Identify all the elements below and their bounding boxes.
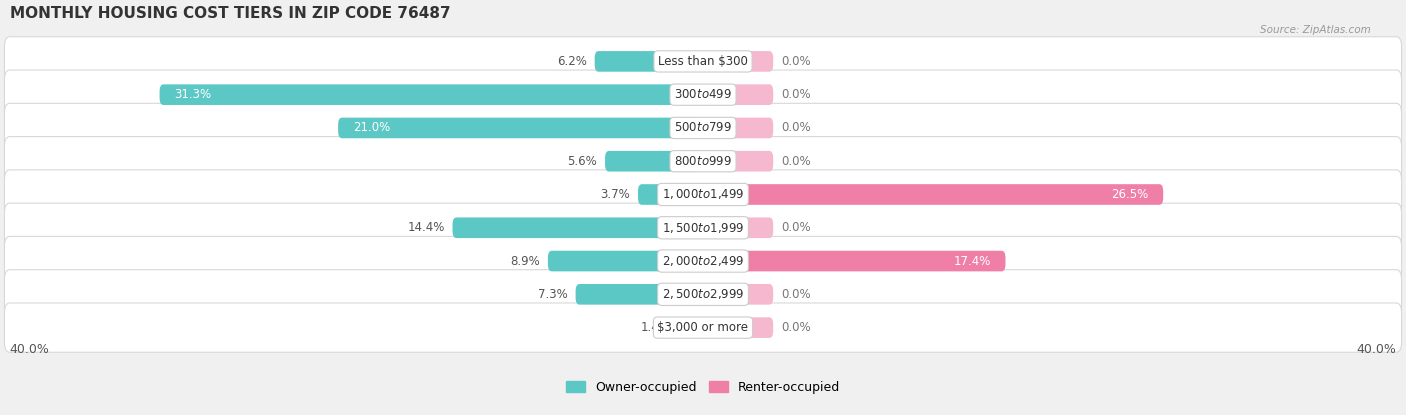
Text: $1,000 to $1,499: $1,000 to $1,499	[662, 188, 744, 202]
FancyBboxPatch shape	[4, 37, 1402, 86]
Text: 0.0%: 0.0%	[780, 321, 811, 334]
FancyBboxPatch shape	[337, 117, 704, 138]
Text: 31.3%: 31.3%	[174, 88, 211, 101]
FancyBboxPatch shape	[702, 184, 1163, 205]
FancyBboxPatch shape	[4, 270, 1402, 319]
FancyBboxPatch shape	[4, 303, 1402, 352]
Text: 14.4%: 14.4%	[408, 221, 444, 234]
FancyBboxPatch shape	[702, 317, 773, 338]
Text: 3.7%: 3.7%	[600, 188, 630, 201]
FancyBboxPatch shape	[702, 217, 773, 238]
Text: 0.0%: 0.0%	[780, 155, 811, 168]
Legend: Owner-occupied, Renter-occupied: Owner-occupied, Renter-occupied	[567, 381, 839, 394]
FancyBboxPatch shape	[4, 70, 1402, 119]
Text: 6.2%: 6.2%	[557, 55, 586, 68]
FancyBboxPatch shape	[575, 284, 704, 305]
FancyBboxPatch shape	[4, 170, 1402, 219]
Text: Source: ZipAtlas.com: Source: ZipAtlas.com	[1260, 25, 1371, 35]
Text: 26.5%: 26.5%	[1111, 188, 1149, 201]
Text: 5.6%: 5.6%	[568, 155, 598, 168]
Text: 0.0%: 0.0%	[780, 221, 811, 234]
Text: 0.0%: 0.0%	[780, 55, 811, 68]
FancyBboxPatch shape	[4, 237, 1402, 286]
FancyBboxPatch shape	[678, 317, 704, 338]
Text: $300 to $499: $300 to $499	[673, 88, 733, 101]
FancyBboxPatch shape	[4, 137, 1402, 186]
Text: 21.0%: 21.0%	[353, 122, 389, 134]
Text: 8.9%: 8.9%	[510, 254, 540, 268]
FancyBboxPatch shape	[702, 251, 1005, 271]
FancyBboxPatch shape	[159, 84, 704, 105]
Text: MONTHLY HOUSING COST TIERS IN ZIP CODE 76487: MONTHLY HOUSING COST TIERS IN ZIP CODE 7…	[10, 5, 450, 21]
FancyBboxPatch shape	[702, 284, 773, 305]
Text: $2,000 to $2,499: $2,000 to $2,499	[662, 254, 744, 268]
FancyBboxPatch shape	[548, 251, 704, 271]
Text: $500 to $799: $500 to $799	[673, 122, 733, 134]
Text: Less than $300: Less than $300	[658, 55, 748, 68]
FancyBboxPatch shape	[4, 103, 1402, 153]
FancyBboxPatch shape	[638, 184, 704, 205]
FancyBboxPatch shape	[702, 117, 773, 138]
FancyBboxPatch shape	[605, 151, 704, 171]
Text: $1,500 to $1,999: $1,500 to $1,999	[662, 221, 744, 235]
FancyBboxPatch shape	[702, 51, 773, 72]
Text: $3,000 or more: $3,000 or more	[658, 321, 748, 334]
FancyBboxPatch shape	[702, 84, 773, 105]
Text: 17.4%: 17.4%	[953, 254, 991, 268]
Text: 0.0%: 0.0%	[780, 288, 811, 301]
Text: 7.3%: 7.3%	[538, 288, 568, 301]
FancyBboxPatch shape	[702, 151, 773, 171]
Text: 40.0%: 40.0%	[10, 343, 49, 356]
Text: 0.0%: 0.0%	[780, 122, 811, 134]
Text: $2,500 to $2,999: $2,500 to $2,999	[662, 287, 744, 301]
FancyBboxPatch shape	[453, 217, 704, 238]
Text: 1.4%: 1.4%	[640, 321, 671, 334]
Text: 40.0%: 40.0%	[1357, 343, 1396, 356]
FancyBboxPatch shape	[595, 51, 704, 72]
Text: $800 to $999: $800 to $999	[673, 155, 733, 168]
Text: 0.0%: 0.0%	[780, 88, 811, 101]
FancyBboxPatch shape	[4, 203, 1402, 252]
